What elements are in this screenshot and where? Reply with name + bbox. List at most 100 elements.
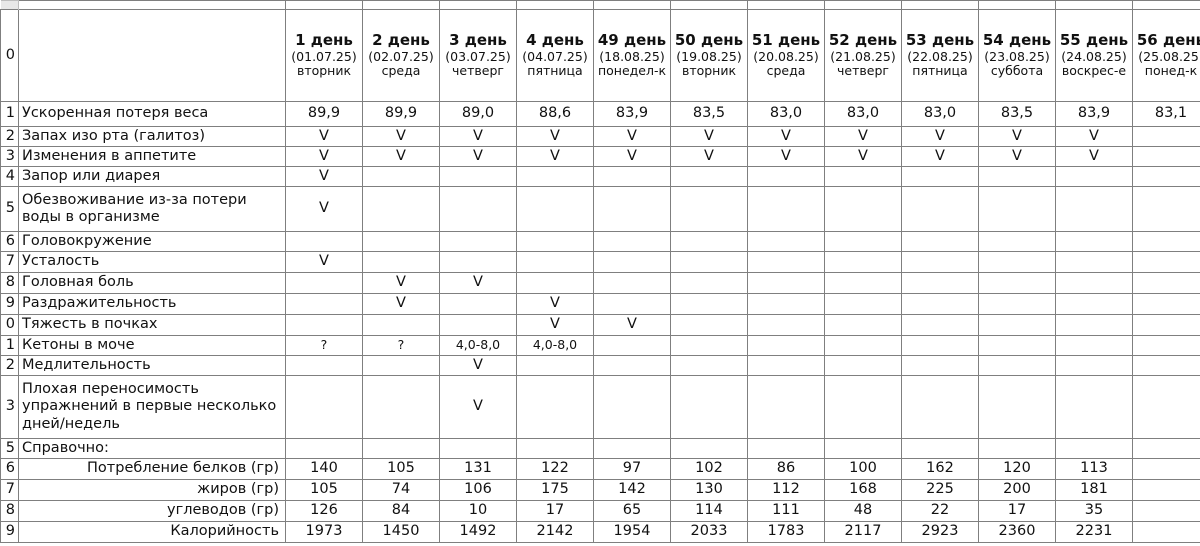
table-row[interactable]: 5 Обезвоживание из-за потери воды в орган… [0,186,1200,232]
data-cell[interactable]: 142 [593,479,671,501]
data-cell[interactable] [824,251,902,273]
table-row[interactable]: 2 Медлительность V [0,355,1200,376]
data-cell[interactable]: V [285,126,363,147]
data-cell[interactable] [901,293,979,315]
data-cell[interactable]: V [516,293,594,315]
data-cell[interactable]: 2033 [670,521,748,543]
table-row[interactable]: 2 Запах изо рта (галитоз) V V V V V V V V V V V [0,126,1200,147]
data-cell[interactable]: V [362,272,440,294]
table-row[interactable]: 4 Запор или диарея V [0,166,1200,187]
data-cell[interactable]: 10 [439,500,517,522]
data-cell[interactable]: 89,0 [439,101,517,127]
data-cell[interactable] [593,335,671,356]
table-row[interactable]: 7 жиров (гр) 105 74 106 175 142 130 112 168 225 200… [0,479,1200,501]
data-cell[interactable] [1132,521,1200,543]
data-cell[interactable] [747,438,825,459]
data-cell[interactable]: 84 [362,500,440,522]
data-cell[interactable] [593,272,671,294]
data-cell[interactable] [1132,126,1200,147]
data-cell[interactable] [978,272,1056,294]
data-cell[interactable]: 112 [747,479,825,501]
table-row[interactable]: 6 Головокружение [0,231,1200,252]
data-cell[interactable] [824,375,902,439]
data-cell[interactable]: V [978,146,1056,167]
data-cell[interactable] [285,355,363,376]
data-cell[interactable] [747,251,825,273]
table-row[interactable]: 0 Тяжесть в почках V V [0,314,1200,336]
data-cell[interactable] [1055,166,1133,187]
data-cell[interactable]: 120 [978,458,1056,480]
data-cell[interactable] [362,231,440,252]
data-cell[interactable] [439,251,517,273]
data-cell[interactable] [593,438,671,459]
data-cell[interactable] [1055,314,1133,336]
data-cell[interactable]: 130 [670,479,748,501]
table-row[interactable]: 7 Усталость V [0,251,1200,273]
data-cell[interactable] [1132,479,1200,501]
data-cell[interactable] [593,166,671,187]
data-cell[interactable]: 200 [978,479,1056,501]
data-cell[interactable] [747,272,825,294]
data-cell[interactable]: 113 [1055,458,1133,480]
data-cell[interactable]: V [285,146,363,167]
data-cell[interactable]: 17 [978,500,1056,522]
row-label[interactable]: Ускоренная потеря веса [18,101,286,127]
data-cell[interactable]: 4,0-8,0 [439,335,517,356]
data-cell[interactable]: V [516,146,594,167]
data-cell[interactable] [978,251,1056,273]
data-cell[interactable]: 162 [901,458,979,480]
data-cell[interactable]: 100 [824,458,902,480]
data-cell[interactable]: V [824,146,902,167]
data-cell[interactable] [747,355,825,376]
data-cell[interactable] [824,166,902,187]
data-cell[interactable]: V [285,251,363,273]
data-cell[interactable] [670,293,748,315]
data-cell[interactable] [1132,146,1200,167]
data-cell[interactable]: 89,9 [285,101,363,127]
table-row[interactable]: 5 Справочно: [0,438,1200,459]
data-cell[interactable]: 4,0-8,0 [516,335,594,356]
table-row[interactable]: 9 Калорийность 1973 1450 1492 2142 1954 2033 178… [0,521,1200,543]
data-cell[interactable]: 111 [747,500,825,522]
data-cell[interactable] [516,166,594,187]
data-cell[interactable]: 2923 [901,521,979,543]
column-header-5[interactable]: 49 день (18.08.25) понедел-к [593,9,671,102]
data-cell[interactable] [670,314,748,336]
data-cell[interactable]: V [824,126,902,147]
data-cell[interactable]: 131 [439,458,517,480]
data-cell[interactable] [362,186,440,232]
table-row[interactable]: 8 Головная боль V V [0,272,1200,294]
data-cell[interactable]: 114 [670,500,748,522]
data-cell[interactable] [747,335,825,356]
data-cell[interactable] [670,272,748,294]
data-cell[interactable]: V [747,126,825,147]
data-cell[interactable] [824,335,902,356]
data-cell[interactable] [439,293,517,315]
column-header-4[interactable]: 4 день (04.07.25) пятница [516,9,594,102]
table-row[interactable]: 8 углеводов (гр) 126 84 10 17 65 114 111 48 22 17 35 [0,500,1200,522]
data-cell[interactable] [824,272,902,294]
data-cell[interactable] [901,335,979,356]
data-cell[interactable] [1055,293,1133,315]
data-cell[interactable]: 175 [516,479,594,501]
data-cell[interactable] [901,251,979,273]
data-cell[interactable] [1055,231,1133,252]
data-cell[interactable] [1132,186,1200,232]
data-cell[interactable] [1132,335,1200,356]
data-cell[interactable] [439,166,517,187]
row-label[interactable]: Головокружение [18,231,286,252]
data-cell[interactable] [901,314,979,336]
data-cell[interactable] [1132,251,1200,273]
data-cell[interactable] [978,166,1056,187]
data-cell[interactable]: V [593,146,671,167]
data-cell[interactable] [901,438,979,459]
table-row[interactable]: 6 Потребление белков (гр) 140 105 131 122 97 10… [0,458,1200,480]
data-cell[interactable]: V [362,293,440,315]
data-cell[interactable]: 89,9 [362,101,440,127]
data-cell[interactable]: V [439,272,517,294]
table-row[interactable]: 1 Ускоренная потеря веса 89,9 89,9 89,0 88,6 8… [0,101,1200,127]
row-label[interactable]: Усталость [18,251,286,273]
data-cell[interactable]: V [285,166,363,187]
data-cell[interactable] [670,251,748,273]
